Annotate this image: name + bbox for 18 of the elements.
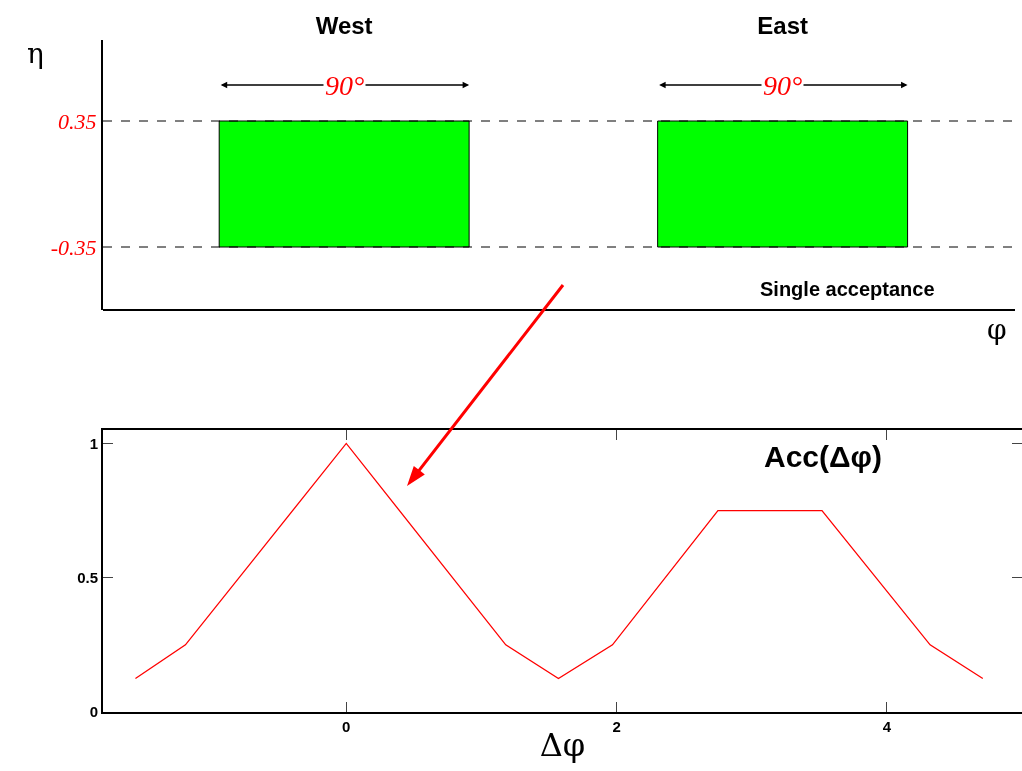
y-tick-label: 0.35 bbox=[58, 108, 97, 134]
y-tick-label: 1 bbox=[89, 434, 98, 452]
annotation: 90° bbox=[325, 70, 365, 101]
annotation: Single acceptance bbox=[760, 278, 935, 300]
x-tick-label: 4 bbox=[882, 718, 892, 735]
x-tick-label: West bbox=[315, 12, 373, 40]
y-tick-label: 0.5 bbox=[77, 568, 98, 586]
x-tick-label: 0 bbox=[342, 718, 351, 735]
annotation: Acc(Δφ) bbox=[764, 440, 883, 473]
x-axis-title: Δφ bbox=[539, 726, 586, 765]
line-series bbox=[134, 442, 984, 680]
x-tick-label: 2 bbox=[612, 718, 621, 735]
annotation: 90° bbox=[763, 70, 803, 101]
y-axis-title: η bbox=[27, 37, 44, 70]
y-tick-label: -0.35 bbox=[50, 234, 97, 260]
x-axis-title: φ bbox=[986, 312, 1008, 348]
y-tick-label: 0 bbox=[89, 703, 98, 721]
x-tick-label: East bbox=[757, 12, 808, 40]
